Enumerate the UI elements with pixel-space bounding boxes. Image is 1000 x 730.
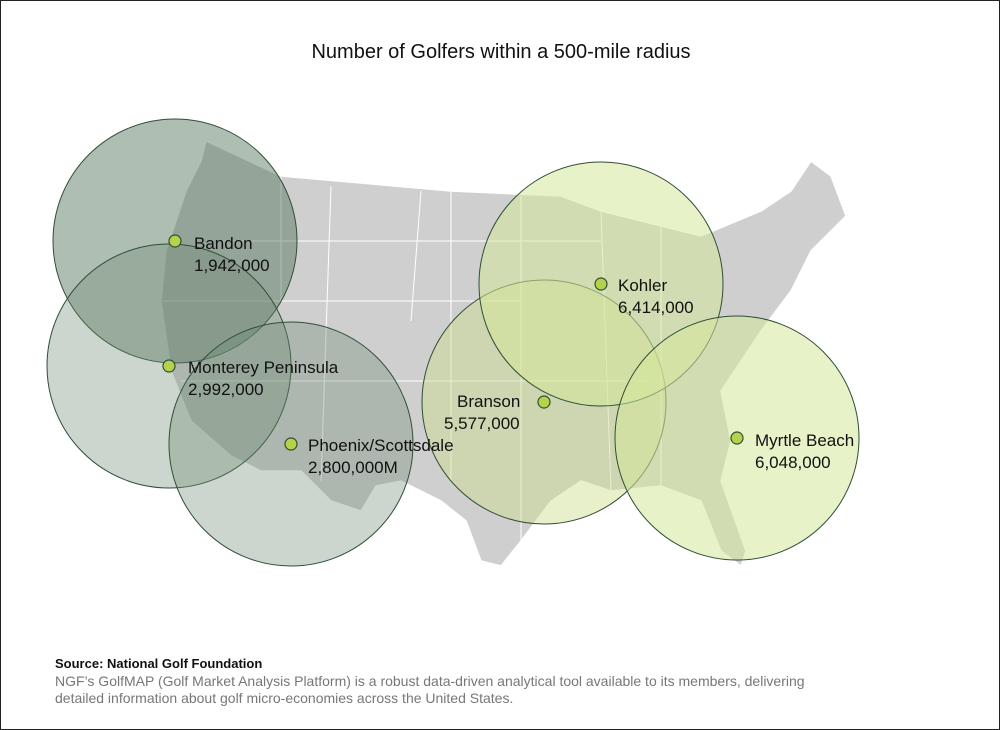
location-dot	[168, 234, 182, 248]
location-dot	[284, 437, 298, 451]
location-value: 2,800,000M	[308, 458, 398, 477]
location-value: 6,048,000	[755, 453, 831, 472]
location-name: Bandon	[194, 234, 253, 253]
location-dot	[537, 395, 551, 409]
location-dot	[594, 277, 608, 291]
location-dot	[730, 431, 744, 445]
location-dot	[162, 359, 176, 373]
source: Source: National Golf Foundation	[55, 656, 263, 671]
location-name: Kohler	[618, 276, 667, 295]
location-value: 6,414,000	[618, 298, 694, 317]
location-name: Myrtle Beach	[755, 431, 854, 450]
location-value: 5,577,000	[444, 414, 520, 433]
title: Number of Golfers within a 500-mile radi…	[311, 41, 691, 63]
location-name: Phoenix/Scottsdale	[308, 436, 454, 455]
location-name: Monterey Peninsula	[188, 358, 339, 377]
location-value: 2,992,000	[188, 380, 264, 399]
location-name: Branson	[457, 392, 520, 411]
description: NGF’s GolfMAP (Golf Market Analysis Plat…	[55, 673, 805, 706]
location-value: 1,942,000	[194, 256, 270, 275]
